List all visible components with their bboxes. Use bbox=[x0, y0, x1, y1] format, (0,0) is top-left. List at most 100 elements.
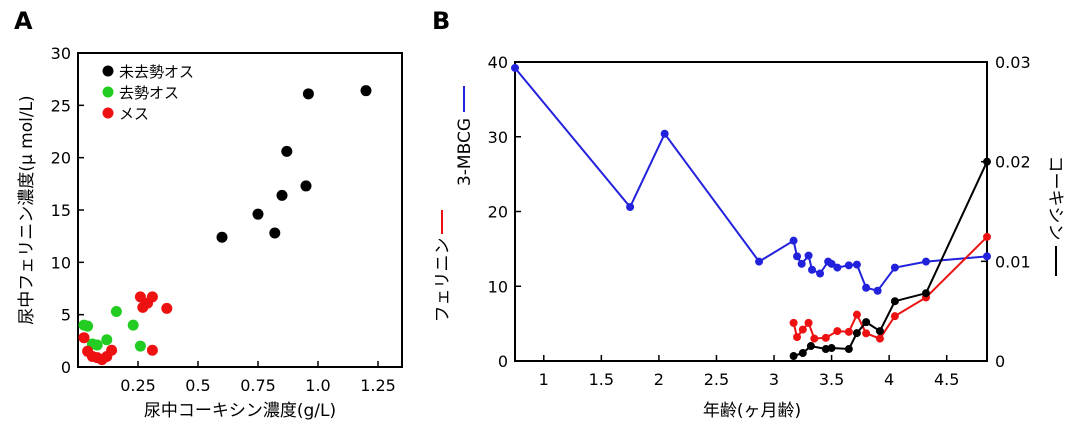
panel-a-y-tick-label: 25 bbox=[51, 96, 71, 115]
panel-a-data-point bbox=[216, 231, 228, 243]
panel-b-data-point bbox=[808, 265, 817, 274]
panel-a-legend-marker bbox=[102, 86, 114, 98]
panel-b-right-y-tick-label: 0.01 bbox=[995, 252, 1031, 271]
panel-b-series-line bbox=[792, 236, 988, 340]
panel-a-legend-label: 未去勢オス bbox=[119, 63, 194, 81]
panel-a-data-point bbox=[134, 291, 146, 303]
panel-b-x-tick-label: 3 bbox=[769, 370, 779, 389]
panel-b-data-point bbox=[793, 252, 802, 261]
panel-a-data-point bbox=[300, 180, 312, 192]
panel-a-y-tick-label: 0 bbox=[61, 358, 71, 377]
panel-a-y-tick-label: 5 bbox=[61, 306, 71, 325]
panel-a-data-point bbox=[276, 189, 288, 201]
panel-b-data-point bbox=[844, 261, 853, 270]
panel-a-y-axis-label: 尿中フェリニン濃度(μ mol/L) bbox=[17, 95, 37, 324]
panel-b-data-point bbox=[862, 318, 871, 327]
panel-b-plot-frame bbox=[514, 61, 988, 362]
panel-b-left-y-tick-label: 40 bbox=[488, 53, 508, 72]
panel-b-left-y-tick-label: 0 bbox=[498, 352, 508, 371]
panel-b-data-point bbox=[660, 129, 669, 138]
panel-b-left-y-label-3mbcg: 3-MBCG bbox=[455, 118, 475, 186]
panel-b-x-axis-label: 年齢(ヶ月齢) bbox=[703, 401, 801, 421]
panel-b-data-point bbox=[798, 325, 807, 334]
panel-a-data-point bbox=[252, 208, 264, 220]
panel-b-x-ticks: 1 1.5 2 2.5 3 3.5 4 4.5 bbox=[539, 355, 959, 389]
panel-b-data-point bbox=[511, 63, 519, 72]
panel-b-right-y-tick-label: 0.03 bbox=[995, 53, 1031, 72]
panel-b-data-point bbox=[890, 297, 899, 306]
panel-b-data-point bbox=[798, 349, 807, 358]
panel-a-y-tick-label: 30 bbox=[51, 44, 71, 63]
panel-a-y-ticks: 0 5 10 15 20 25 30 bbox=[51, 44, 84, 377]
panel-a-data-points bbox=[78, 85, 372, 366]
panel-b-data-point bbox=[806, 342, 815, 351]
panel-b-left-y-axis-label: フェリニン 3-MBCG bbox=[433, 86, 475, 323]
panel-b-right-y-label-kokisin: コーキシン bbox=[1045, 156, 1065, 241]
panel-b-data-point bbox=[873, 286, 882, 295]
panel-b-data-point bbox=[852, 329, 861, 338]
panel-b-data-point bbox=[862, 329, 871, 338]
panel-b-data-point bbox=[833, 327, 842, 336]
panel-a-data-point bbox=[302, 88, 314, 100]
panel-b-data-point bbox=[921, 289, 930, 298]
panel-b-x-tick-label: 1 bbox=[539, 370, 549, 389]
panel-b-data-point bbox=[793, 333, 802, 342]
panel-a-legend-label: 去勢オス bbox=[119, 84, 179, 102]
panel-a-label: A bbox=[14, 7, 33, 35]
panel-b-data-point bbox=[821, 333, 830, 342]
panel-a-data-point bbox=[161, 302, 173, 314]
panel-b-data-point bbox=[844, 345, 853, 354]
panel-a-data-point bbox=[146, 291, 158, 303]
panel-b-data-point bbox=[789, 352, 798, 361]
panel-a-x-tick-label: 1.0 bbox=[305, 376, 330, 395]
panel-b-x-tick-label: 4.5 bbox=[934, 370, 959, 389]
panel-b: B 1 1.5 2 2.5 3 3.5 4 4.5 0 10 20 30 40 0 0.01 0.02 0.… bbox=[432, 7, 1065, 421]
panel-a-legend-marker bbox=[102, 107, 114, 119]
panel-b-right-y-ticks: 0 0.01 0.02 0.03 bbox=[981, 53, 1031, 371]
panel-b-data-point bbox=[810, 334, 819, 343]
panel-b-left-y-tick-label: 30 bbox=[488, 128, 508, 147]
panel-b-series-lines bbox=[511, 63, 991, 361]
panel-a-data-point bbox=[127, 319, 139, 331]
panel-b-right-y-axis-label: コーキシン bbox=[1045, 156, 1065, 276]
panel-b-data-point bbox=[983, 157, 991, 166]
panel-a-x-tick-label: 1.25 bbox=[360, 376, 396, 395]
panel-a-data-point bbox=[106, 344, 118, 356]
panel-a-x-ticks: 0.25 0.5 0.75 1.0 1.25 bbox=[120, 361, 396, 395]
panel-a-data-point bbox=[78, 332, 90, 344]
panel-a: A 0.25 0.5 0.75 1.0 1.25 0 5 10 15 20 25 30 未去勢オス去… bbox=[14, 7, 403, 421]
panel-a-legend-label: メス bbox=[119, 105, 149, 123]
panel-b-data-point bbox=[833, 263, 842, 272]
panel-b-data-point bbox=[875, 334, 884, 343]
panel-a-data-point bbox=[91, 339, 103, 351]
panel-b-data-point bbox=[983, 252, 991, 261]
panel-a-x-tick-label: 0.25 bbox=[120, 376, 156, 395]
panel-b-x-tick-label: 2.5 bbox=[704, 370, 729, 389]
panel-a-data-point bbox=[134, 340, 146, 352]
panel-a-data-point bbox=[281, 145, 293, 157]
panel-a-data-point bbox=[82, 320, 94, 332]
panel-a-data-point bbox=[360, 85, 372, 97]
panel-b-data-point bbox=[921, 257, 930, 266]
panel-b-data-point bbox=[852, 310, 861, 319]
panel-b-x-tick-label: 1.5 bbox=[589, 370, 614, 389]
panel-a-data-point bbox=[146, 344, 158, 356]
panel-b-data-point bbox=[789, 236, 798, 245]
panel-b-data-point bbox=[890, 312, 899, 321]
panel-b-label: B bbox=[432, 7, 450, 35]
panel-b-data-point bbox=[875, 327, 884, 336]
panel-b-data-point bbox=[827, 259, 836, 268]
panel-a-data-point bbox=[269, 227, 281, 239]
panel-b-data-point bbox=[983, 232, 991, 241]
panel-b-left-y-ticks: 0 10 20 30 40 bbox=[488, 53, 521, 371]
panel-a-data-point bbox=[101, 334, 113, 346]
panel-b-series-line bbox=[514, 67, 988, 292]
panel-b-data-point bbox=[827, 344, 836, 353]
panel-a-x-tick-label: 0.75 bbox=[240, 376, 276, 395]
panel-b-data-point bbox=[852, 260, 861, 269]
panel-b-data-point bbox=[797, 259, 806, 268]
panel-b-x-tick-label: 3.5 bbox=[819, 370, 844, 389]
panel-b-left-y-tick-label: 20 bbox=[488, 203, 508, 222]
